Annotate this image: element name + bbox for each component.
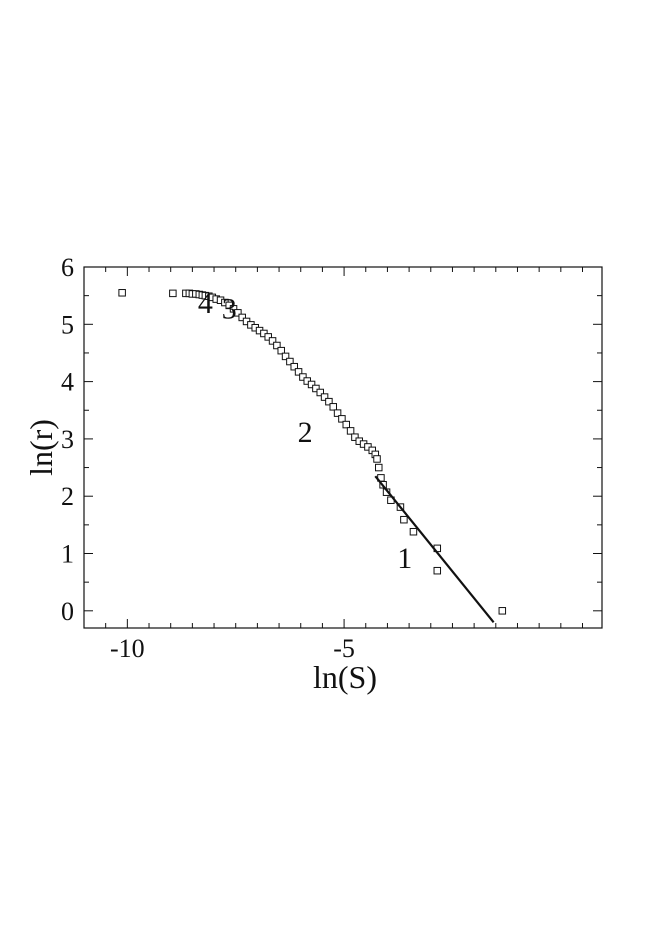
data-point bbox=[234, 309, 242, 317]
data-point bbox=[290, 362, 298, 371]
y-tick-label: 0 bbox=[61, 597, 74, 626]
data-point bbox=[268, 337, 277, 345]
y-tick-label: 6 bbox=[61, 253, 74, 282]
data-point bbox=[346, 427, 355, 435]
y-tick-label: 2 bbox=[61, 482, 74, 511]
annotations: 1 2 34 bbox=[198, 287, 412, 575]
y-axis-title: ln(r) bbox=[23, 419, 59, 476]
fit-line bbox=[374, 475, 495, 623]
region-label: 4 bbox=[198, 287, 213, 320]
data-point bbox=[433, 566, 442, 575]
data-point bbox=[169, 289, 177, 298]
tick-marks bbox=[84, 266, 602, 628]
data-point bbox=[325, 397, 333, 406]
x-axis-title: ln(S) bbox=[313, 659, 377, 695]
data-point bbox=[351, 433, 359, 441]
data-point bbox=[118, 289, 126, 297]
data-point bbox=[320, 393, 329, 401]
y-tick-label: 4 bbox=[61, 368, 74, 397]
data-point bbox=[273, 341, 281, 350]
data-point bbox=[409, 527, 418, 536]
data-point bbox=[238, 313, 246, 322]
y-tick-label: 3 bbox=[61, 425, 74, 454]
data-point bbox=[338, 415, 346, 423]
x-tick-label: -5 bbox=[333, 634, 355, 663]
data-point bbox=[333, 409, 342, 417]
data-point bbox=[277, 346, 285, 355]
data-point bbox=[294, 368, 303, 376]
data-point bbox=[307, 380, 316, 389]
x-tick-label: -10 bbox=[110, 634, 145, 663]
data-point bbox=[498, 607, 507, 615]
data-point bbox=[342, 420, 351, 429]
y-tick-label: 5 bbox=[61, 310, 74, 339]
region-label: 3 bbox=[222, 293, 237, 326]
data-point bbox=[312, 384, 320, 393]
data-point bbox=[299, 373, 307, 381]
data-point bbox=[373, 455, 381, 463]
data-point bbox=[229, 305, 238, 313]
data-layer bbox=[118, 289, 507, 623]
region-label: 1 bbox=[397, 542, 412, 575]
region-label: 2 bbox=[298, 416, 313, 449]
data-point bbox=[316, 388, 324, 397]
data-point bbox=[286, 357, 294, 366]
data-point bbox=[375, 463, 383, 472]
plot-frame-rect bbox=[83, 266, 603, 629]
data-point bbox=[400, 515, 408, 524]
data-point bbox=[281, 352, 290, 361]
data-point bbox=[329, 403, 337, 411]
data-point bbox=[264, 333, 272, 341]
y-tick-label: 1 bbox=[61, 540, 74, 569]
plot-frame bbox=[83, 266, 603, 629]
